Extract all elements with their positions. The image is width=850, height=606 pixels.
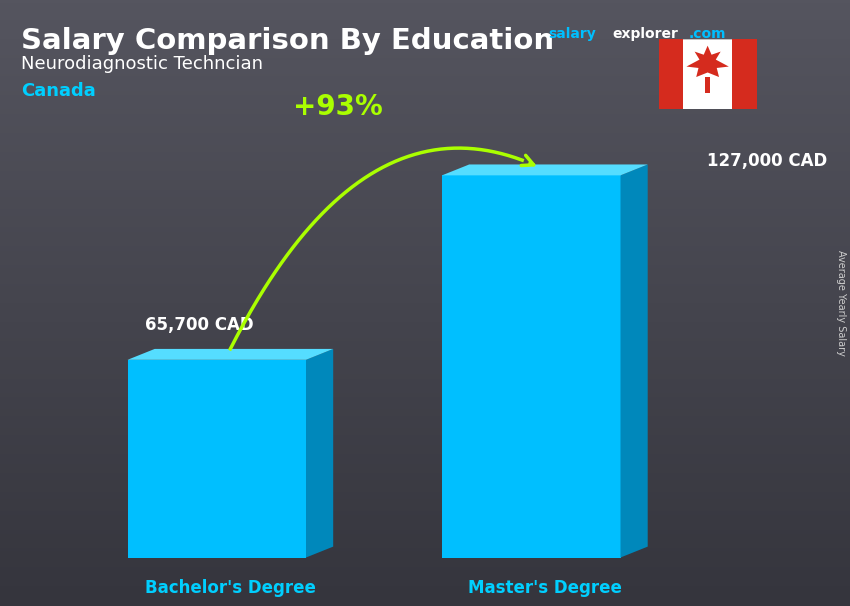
Text: salary: salary xyxy=(548,27,596,41)
Text: Canada: Canada xyxy=(21,82,96,100)
Text: Salary Comparison By Education: Salary Comparison By Education xyxy=(21,27,554,55)
Text: Neurodiagnostic Techncian: Neurodiagnostic Techncian xyxy=(21,55,264,73)
Polygon shape xyxy=(128,360,306,558)
Text: explorer: explorer xyxy=(612,27,677,41)
Polygon shape xyxy=(620,164,648,558)
Text: .com: .com xyxy=(688,27,726,41)
Bar xyxy=(732,39,756,109)
Text: Master's Degree: Master's Degree xyxy=(468,579,622,597)
Bar xyxy=(706,77,710,93)
Polygon shape xyxy=(442,164,648,175)
Text: +93%: +93% xyxy=(293,93,383,121)
Text: 65,700 CAD: 65,700 CAD xyxy=(144,316,253,334)
Bar xyxy=(659,39,683,109)
Polygon shape xyxy=(687,45,728,77)
Text: Average Yearly Salary: Average Yearly Salary xyxy=(836,250,847,356)
Text: Bachelor's Degree: Bachelor's Degree xyxy=(144,579,316,597)
Polygon shape xyxy=(442,175,620,558)
Text: 127,000 CAD: 127,000 CAD xyxy=(707,153,827,170)
Polygon shape xyxy=(128,349,333,360)
Polygon shape xyxy=(306,349,333,558)
